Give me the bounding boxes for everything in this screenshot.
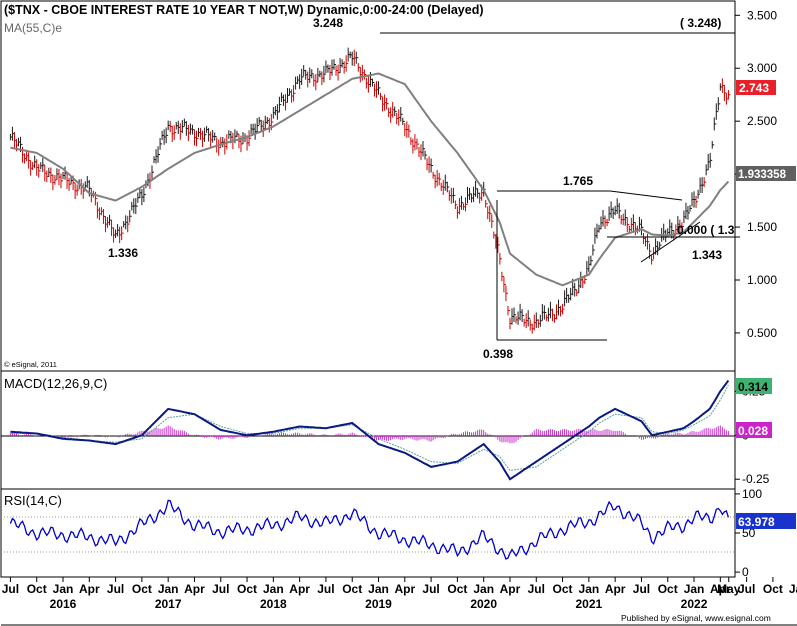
x-tick-label: Jul [738, 582, 755, 596]
x-year-label: 2017 [155, 597, 182, 611]
x-tick-label: Apr [79, 582, 100, 596]
x-tick-label: Jul [422, 582, 439, 596]
annotation-high-right-label: ( 3.248) [680, 16, 721, 30]
histogram-badge: 0.028 [736, 422, 772, 438]
annotation-high-label: 3.248 [313, 16, 343, 30]
channel-top-line [609, 190, 683, 201]
signal-line [10, 384, 729, 471]
x-tick-label: Jul [528, 582, 545, 596]
rsi-title: RSI(14,C) [4, 493, 62, 508]
price-ytick-label: 1.000 [747, 273, 777, 287]
x-year-label: 2018 [260, 597, 287, 611]
x-tick-label: Oct [763, 582, 783, 596]
x-tick-label: Jan [53, 582, 74, 596]
x-tick-label: Jul [212, 582, 229, 596]
x-tick-label: Oct [553, 582, 573, 596]
rsi-line [9, 499, 730, 560]
svg-text:0.314: 0.314 [738, 380, 768, 394]
macd-histogram [9, 425, 729, 444]
x-year-label: 2022 [681, 597, 708, 611]
rsi-y-axis: 100 50 0 [735, 487, 762, 579]
x-year-label: 2019 [365, 597, 392, 611]
price-badge: 2.743 [736, 80, 776, 95]
svg-text:63.978: 63.978 [738, 515, 775, 529]
rsi-ytick-label: 100 [742, 487, 762, 501]
x-tick-label: Apr [289, 582, 310, 596]
price-ytick-label: 3.500 [747, 8, 777, 22]
x-tick-label: Apr [605, 582, 626, 596]
price-ytick-label: 3.000 [747, 61, 777, 75]
copyright-note: © eSignal, 2011 [4, 360, 57, 369]
rsi-ytick-label: 0 [742, 565, 749, 579]
svg-text:0.028: 0.028 [738, 424, 768, 438]
x-tick-label: May [717, 582, 741, 596]
x-tick-label: Jan [789, 582, 797, 596]
x-tick-label: Oct [447, 582, 467, 596]
x-year-label: 2016 [50, 597, 77, 611]
macd-badge: 0.314 [736, 378, 772, 394]
x-tick-label: Oct [658, 582, 678, 596]
x-tick-label: Oct [342, 582, 362, 596]
x-axis: Jul Oct Jan Apr Jul Oct Jan Apr Jul Oct Jan Apr Jul O… [2, 577, 797, 611]
macd-ytick-label: -0.25 [742, 472, 770, 486]
x-tick-label: Jan [263, 582, 284, 596]
x-tick-label: Apr [500, 582, 521, 596]
x-tick-label: Apr [394, 582, 415, 596]
annotation-1343-label: 1.343 [692, 248, 722, 262]
annotation-resistance-label: 1.765 [563, 174, 593, 188]
x-tick-label: Jan [684, 582, 705, 596]
svg-text:1.933358: 1.933358 [738, 169, 787, 181]
annotation-fib-label: 0.000 ( 1.3 [677, 223, 735, 237]
x-tick-label: Jan [158, 582, 179, 596]
price-bars [9, 47, 731, 334]
rsi-ytick-label: 50 [742, 526, 756, 540]
x-tick-label: Oct [132, 582, 152, 596]
price-ytick-label: 1.500 [747, 220, 777, 234]
macd-line [10, 379, 730, 481]
x-tick-label: Oct [27, 582, 47, 596]
x-tick-label: Apr [184, 582, 205, 596]
price-ytick-label: 2.500 [747, 114, 777, 128]
x-year-label: 2021 [576, 597, 603, 611]
annotation-low-2020-label: 0.398 [483, 347, 513, 361]
x-tick-label: Jan [579, 582, 600, 596]
x-year-label: 2020 [470, 597, 497, 611]
x-tick-label: Jan [473, 582, 494, 596]
x-tick-label: Jul [633, 582, 650, 596]
footer-published: Published by eSignal, www.esignal.com [621, 613, 771, 623]
x-tick-label: Jul [107, 582, 124, 596]
x-tick-label: Jul [2, 582, 19, 596]
price-ytick-label: 0.500 [747, 326, 777, 340]
x-tick-label: Jul [317, 582, 334, 596]
x-tick-label: Apr [710, 582, 731, 596]
svg-text:2.743: 2.743 [739, 81, 769, 95]
channel-bottom-line [640, 221, 701, 263]
x-tick-label: Oct [237, 582, 257, 596]
rsi-badge: 63.978 [736, 513, 796, 529]
x-tick-label: Jan [368, 582, 389, 596]
ma-badge: 1.933358 [736, 166, 796, 181]
trendlines [380, 32, 740, 341]
annotation-low-2016-label: 1.336 [108, 246, 138, 260]
macd-title: MACD(12,26,9,C) [4, 376, 107, 391]
ma-legend: MA(55,C)e [4, 21, 62, 35]
ma-line [10, 72, 730, 287]
chart-title: ($TNX - CBOE INTEREST RATE 10 YEAR T NOT… [4, 3, 484, 17]
